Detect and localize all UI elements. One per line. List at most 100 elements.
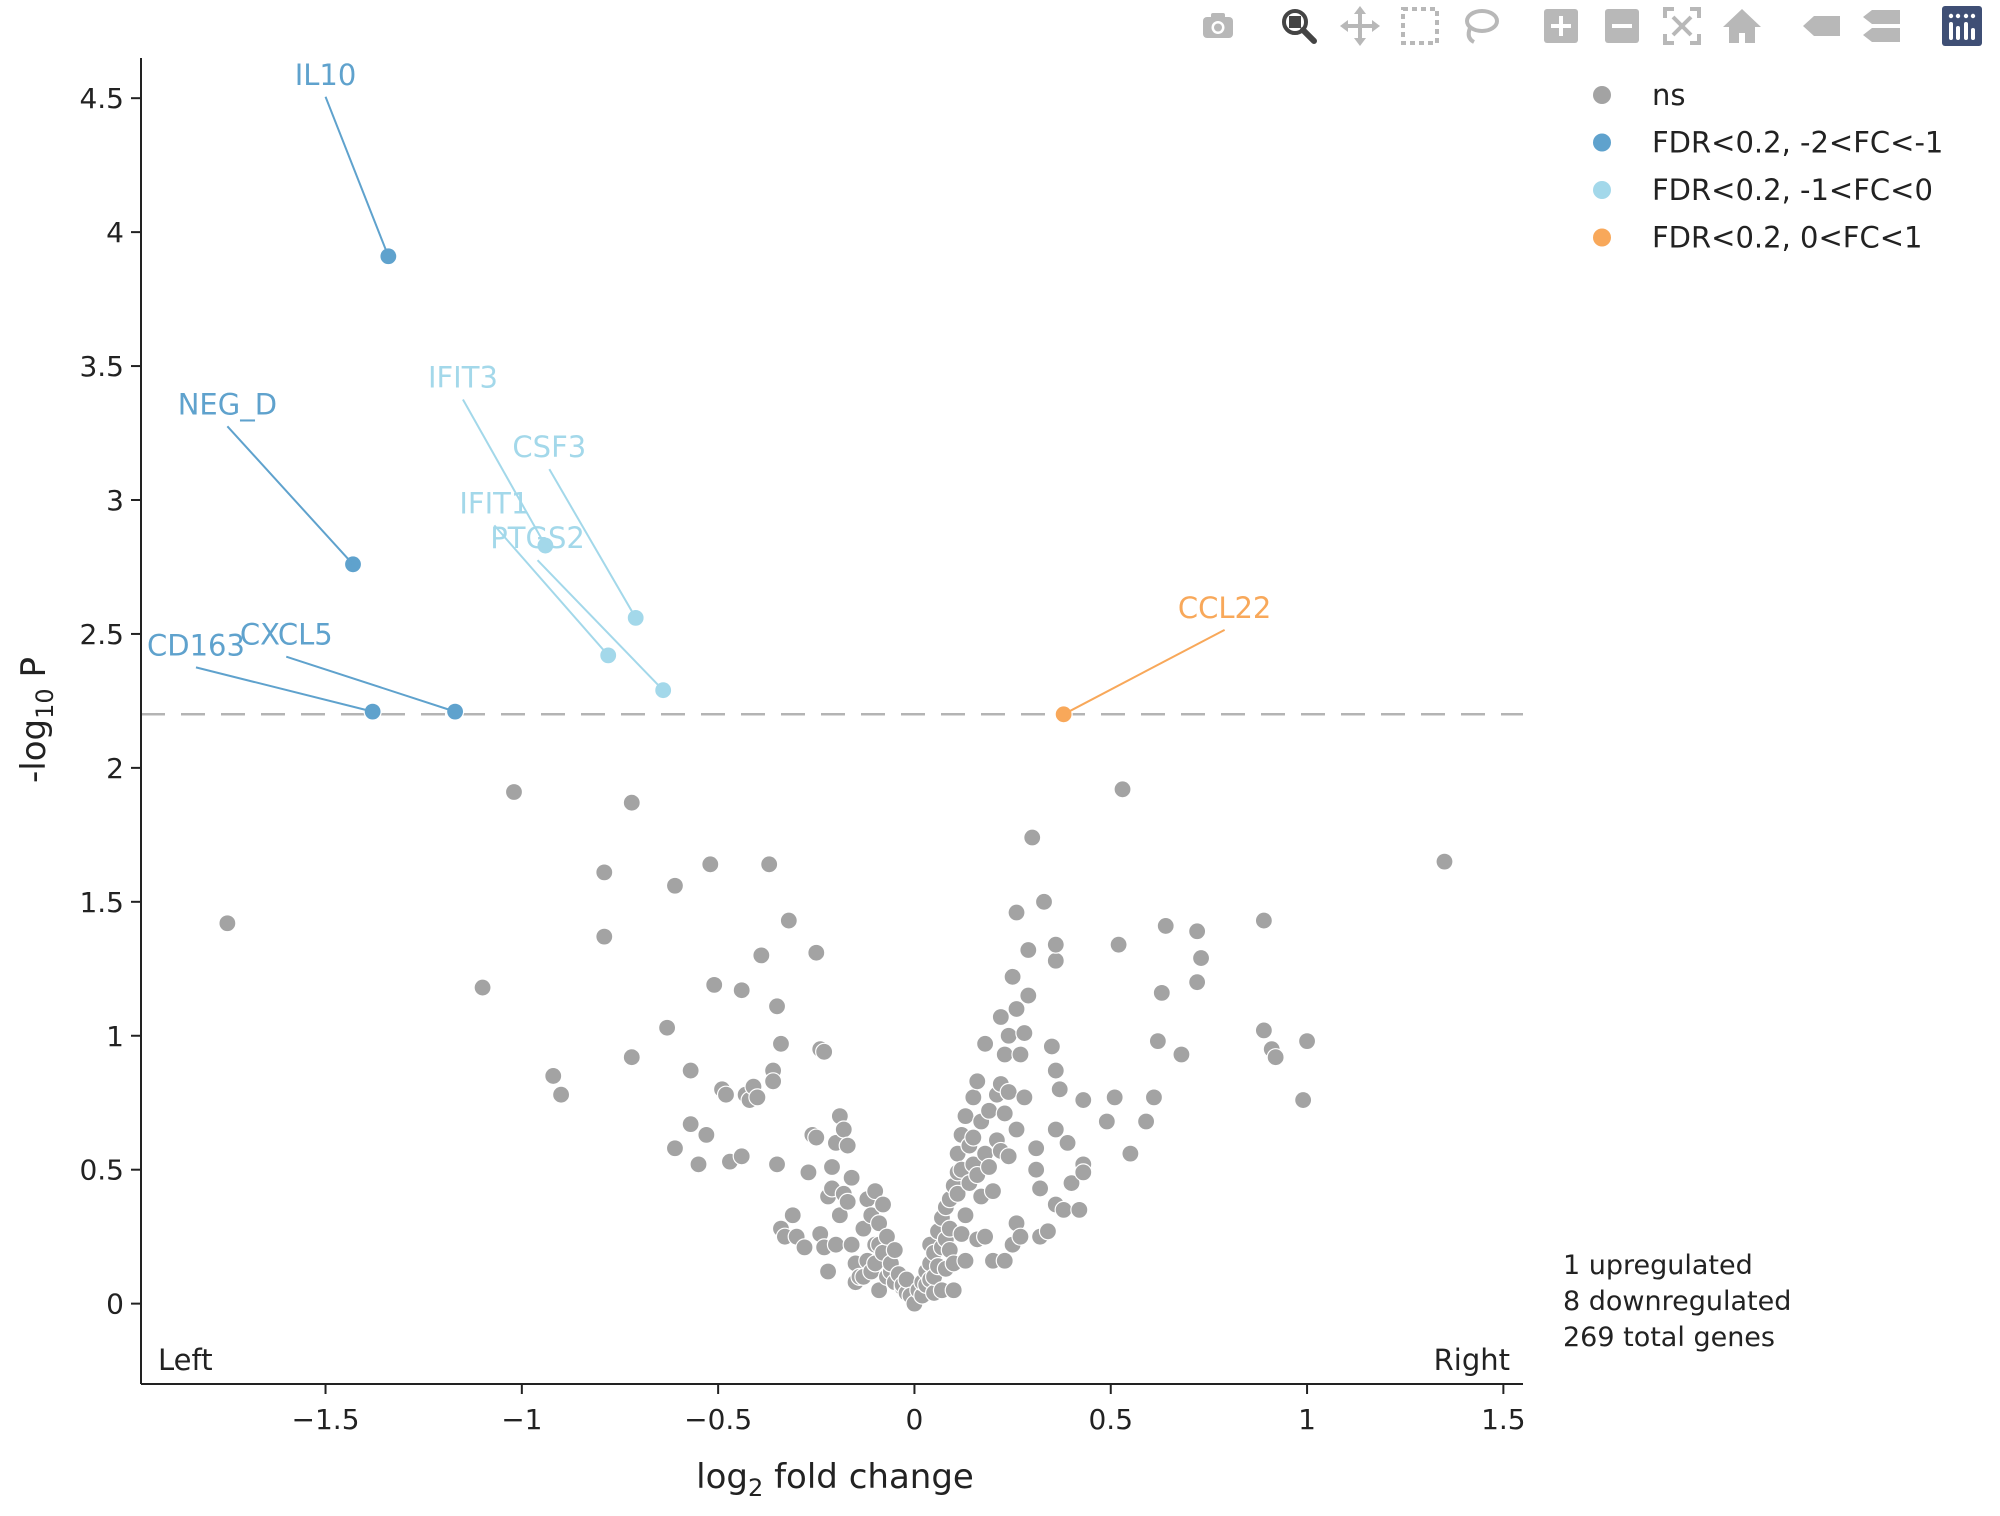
pan-button[interactable]	[1338, 4, 1382, 48]
data-point-ns[interactable]	[705, 975, 724, 994]
data-point-ns[interactable]	[842, 1168, 861, 1187]
legend-item[interactable]: FDR<0.2, -2<FC<-1	[1593, 126, 1943, 160]
data-point-ns[interactable]	[1156, 916, 1175, 936]
data-point-ns[interactable]	[1054, 1200, 1073, 1219]
data-point-ns[interactable]	[995, 1045, 1014, 1064]
data-point-ns[interactable]	[732, 1147, 751, 1166]
data-point-ns[interactable]	[1011, 1227, 1030, 1246]
data-point-ns[interactable]	[1042, 1037, 1061, 1056]
data-point-ns[interactable]	[807, 943, 826, 962]
data-point-ns[interactable]	[665, 876, 685, 895]
legend[interactable]: ns FDR<0.2, -2<FC<-1 FDR<0.2, -1<FC<0 FDR<0…	[1593, 78, 1943, 255]
data-point-ns[interactable]	[779, 911, 798, 930]
data-point-ns[interactable]	[976, 1034, 995, 1053]
data-point-ns[interactable]	[1113, 780, 1132, 799]
data-point-ns[interactable]	[956, 1251, 975, 1270]
data-point-ns[interactable]	[1062, 1173, 1081, 1193]
data-point-ns[interactable]	[658, 1018, 677, 1037]
data-point-ns[interactable]	[1003, 967, 1022, 986]
data-point-ns[interactable]	[870, 1214, 889, 1233]
data-point-ns[interactable]	[689, 1155, 708, 1174]
data-point-ns[interactable]	[995, 1251, 1014, 1270]
data-point-ns[interactable]	[473, 978, 492, 997]
data-point-ns[interactable]	[218, 914, 237, 933]
data-point-ns[interactable]	[760, 855, 779, 874]
camera-button[interactable]	[1196, 4, 1240, 48]
lasso-select-button[interactable]	[1458, 4, 1502, 48]
data-point-ns[interactable]	[838, 1192, 857, 1211]
data-point-ns[interactable]	[1019, 986, 1038, 1005]
data-point-ns[interactable]	[681, 1115, 700, 1134]
data-point-ns[interactable]	[504, 782, 524, 802]
data-point-ns[interactable]	[866, 1182, 885, 1201]
data-point-ns[interactable]	[716, 1085, 736, 1104]
data-point-ns[interactable]	[807, 1128, 826, 1147]
legend-item[interactable]: FDR<0.2, 0<FC<1	[1593, 221, 1922, 255]
series-0[interactable]	[218, 780, 1454, 1313]
data-point-ns[interactable]	[1254, 911, 1273, 930]
zoom-out-button[interactable]	[1600, 4, 1644, 48]
data-point-ns[interactable]	[1007, 903, 1026, 922]
data-point-ns[interactable]	[838, 1136, 857, 1155]
data-point-ns[interactable]	[1172, 1045, 1191, 1064]
data-point-ns[interactable]	[1046, 1061, 1065, 1080]
data-point-ns[interactable]	[873, 1195, 893, 1214]
data-point-ns[interactable]	[681, 1061, 700, 1080]
data-point-ns[interactable]	[1188, 973, 1207, 992]
plotly-logo-button[interactable]	[1940, 4, 1984, 48]
data-point-ns[interactable]	[1148, 1032, 1167, 1051]
data-point-ns[interactable]	[1011, 1045, 1030, 1064]
data-point-ns[interactable]	[944, 1281, 963, 1300]
data-point-ns[interactable]	[956, 1107, 975, 1126]
data-point-ns[interactable]	[976, 1227, 995, 1246]
data-point-ns[interactable]	[1027, 1160, 1046, 1179]
data-point-ns[interactable]	[764, 1072, 783, 1091]
data-point-ns[interactable]	[1046, 1120, 1065, 1139]
data-point-ns[interactable]	[826, 1235, 846, 1254]
data-point-ns[interactable]	[1121, 1144, 1140, 1163]
data-point-ns[interactable]	[1105, 1088, 1124, 1107]
data-point-ns[interactable]	[1144, 1088, 1164, 1107]
data-point-ns[interactable]	[1058, 1133, 1077, 1153]
data-point-ns[interactable]	[544, 1066, 563, 1086]
data-point-ns[interactable]	[748, 1088, 767, 1107]
autoscale-button[interactable]	[1660, 4, 1704, 48]
zoom-button[interactable]	[1277, 4, 1321, 48]
data-point-ns[interactable]	[701, 855, 720, 874]
data-point-ns[interactable]	[1023, 828, 1042, 847]
data-point-ns[interactable]	[877, 1227, 897, 1246]
data-point-ns[interactable]	[1007, 1120, 1026, 1139]
data-point-ns[interactable]	[979, 1101, 999, 1120]
box-select-button[interactable]	[1398, 4, 1442, 48]
data-point-ns[interactable]	[885, 1240, 904, 1260]
data-point-ns[interactable]	[1297, 1032, 1317, 1051]
data-point-ns[interactable]	[1188, 922, 1207, 941]
data-point-ns[interactable]	[999, 1147, 1018, 1166]
data-point-ns[interactable]	[595, 927, 614, 946]
data-point-ns[interactable]	[783, 1206, 802, 1225]
data-point-ns[interactable]	[1435, 852, 1454, 871]
data-point-ns[interactable]	[952, 1224, 971, 1244]
data-point-ns[interactable]	[815, 1042, 834, 1061]
zoom-in-button[interactable]	[1539, 4, 1583, 48]
data-point-ns[interactable]	[995, 1104, 1014, 1123]
data-point-ns[interactable]	[1109, 935, 1128, 954]
data-point-ns[interactable]	[595, 863, 614, 882]
spike-lines-button[interactable]	[1800, 4, 1844, 48]
data-point-ns[interactable]	[1294, 1090, 1313, 1110]
data-point-ns[interactable]	[870, 1281, 889, 1300]
data-point-ns[interactable]	[842, 1235, 861, 1254]
data-point-ns[interactable]	[822, 1157, 842, 1177]
data-point-ns[interactable]	[1038, 1222, 1058, 1241]
data-point-ns[interactable]	[795, 1238, 814, 1257]
data-point-ns[interactable]	[767, 997, 787, 1016]
data-point-ns[interactable]	[1074, 1090, 1093, 1110]
data-point-ns[interactable]	[1046, 951, 1065, 970]
data-point-ns[interactable]	[1007, 999, 1026, 1019]
data-point-ns[interactable]	[551, 1085, 571, 1104]
data-point-ns[interactable]	[622, 793, 641, 812]
home-button[interactable]	[1720, 4, 1764, 48]
data-point-ns[interactable]	[991, 1007, 1010, 1027]
data-point-ns[interactable]	[697, 1125, 716, 1144]
